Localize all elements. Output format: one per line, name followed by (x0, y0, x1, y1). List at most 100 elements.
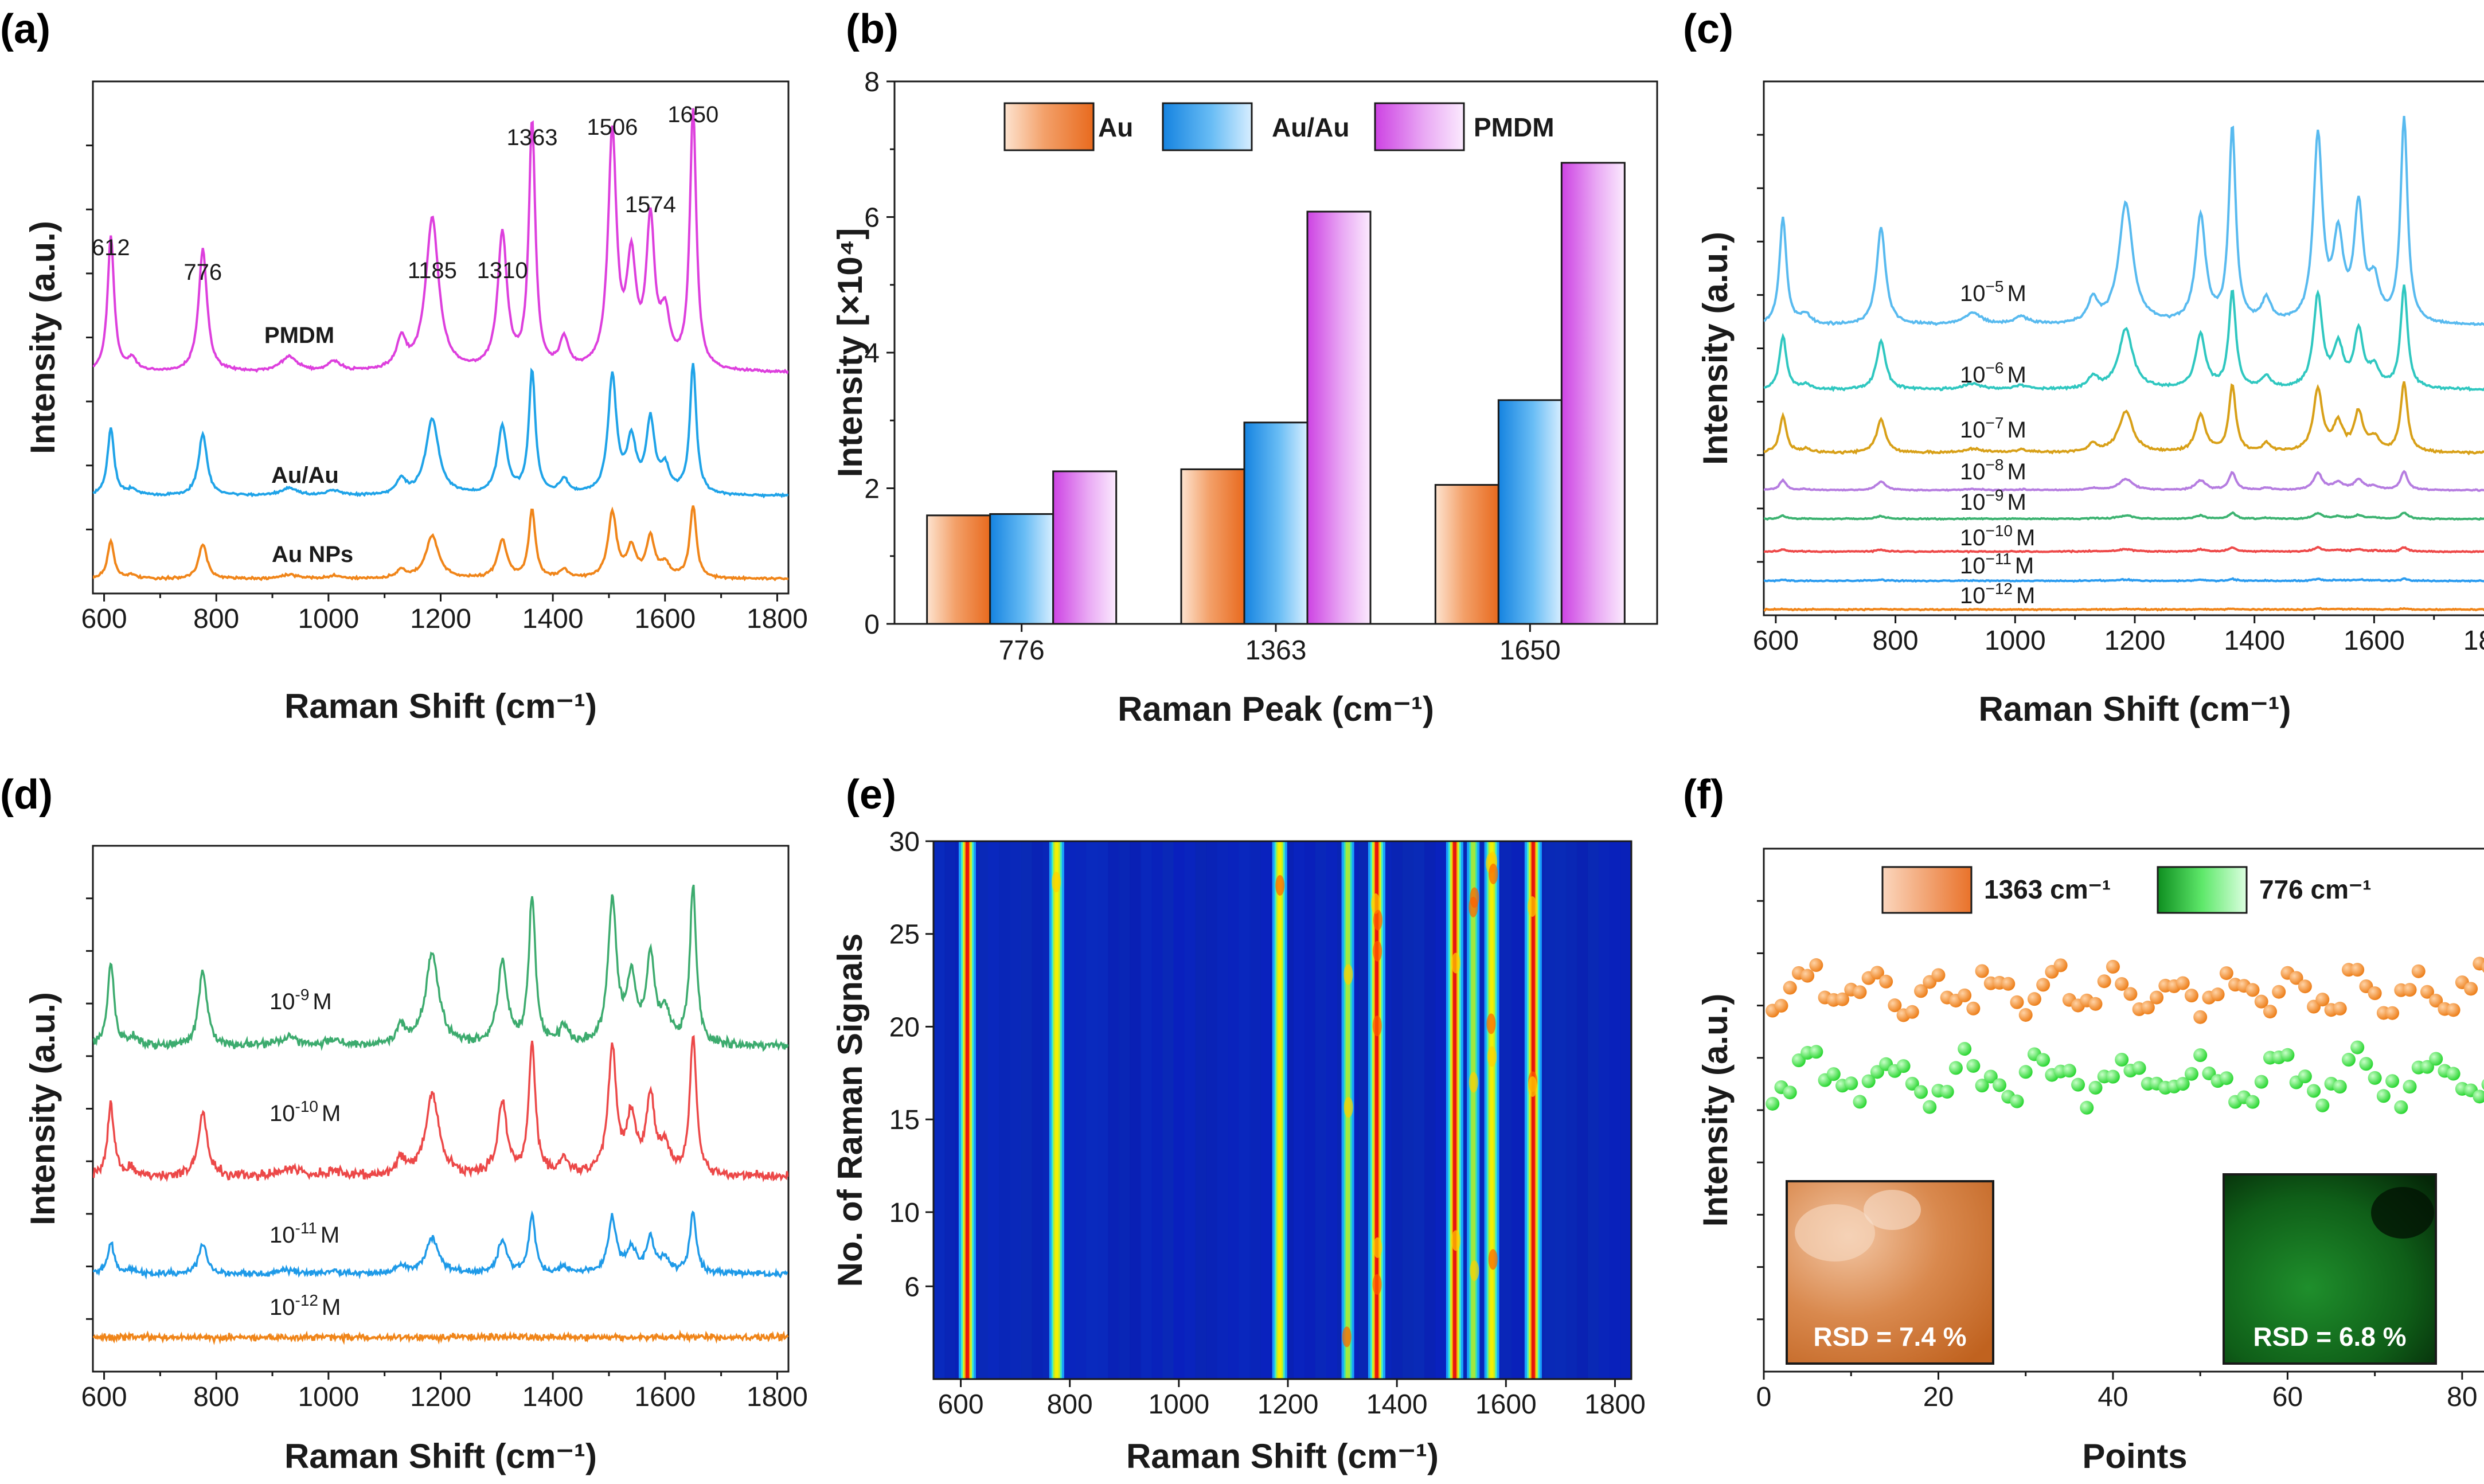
scatter-point-776 (1766, 1096, 1780, 1111)
panel-a: (a) PMDM Au/Au Au NPs 612 776 1185 1310 1363 1506… (0, 6, 808, 725)
bar-pmdm-1650 (1560, 162, 1626, 625)
y-axis-title: Intensity [×10⁴] (831, 228, 869, 478)
heatmap-column (1435, 841, 1447, 1379)
spectrum-line-1e-12 (1764, 607, 2484, 612)
x-tick-label: 1200 (410, 604, 471, 634)
x-tick-label: 1200 (1257, 1389, 1319, 1420)
x-category-label-776: 776 (999, 635, 1045, 666)
scatter-point-1363 (2210, 987, 2225, 1002)
scatter-point-776 (1948, 1061, 1963, 1075)
legend-swatch-1363 (1881, 866, 1973, 914)
heatmap-column (1544, 841, 1556, 1379)
peak-label-612: 612 (92, 235, 130, 260)
y-axis-title: Intensity (a.u.) (1696, 994, 1735, 1227)
scatter-point-776 (1975, 1079, 1989, 1093)
heatmap-column (1260, 841, 1272, 1379)
heatmap-hotspot (1373, 909, 1383, 931)
y-tick-label: 25 (889, 920, 920, 950)
x-tick-label: 1600 (2344, 626, 2405, 656)
heatmap-column (1609, 841, 1621, 1379)
scatter-point-1363 (2473, 956, 2484, 971)
x-axis-title-f: Points (2082, 1437, 2187, 1475)
heatmap-column (1206, 841, 1218, 1379)
conc-label-1e-10: 10−10 M (1960, 522, 2035, 550)
series-label-0: PMDM (264, 323, 334, 348)
heatmap-hotspot (1371, 893, 1381, 915)
scatter-point-1363 (2027, 992, 2041, 1006)
scatter-point-1363 (2446, 1003, 2460, 1017)
scatter-point-776 (1783, 1085, 1797, 1100)
heatmap-column (1424, 841, 1436, 1379)
spectrum-line-1e-6 (1764, 284, 2484, 392)
panel-b: (b) 776 1363 1650 0 2 4 6 8 Au Au/Au PMDM Raman Peak… (831, 6, 1658, 728)
heatmap-column (1402, 841, 1414, 1379)
heatmap-column (1500, 841, 1512, 1379)
scatter-point-1363 (2176, 976, 2190, 990)
scatter-point-1363 (1800, 968, 1815, 983)
scatter-point-776 (2446, 1067, 2460, 1081)
scatter-point-776 (2298, 1069, 2312, 1084)
x-tick-label: 1000 (1985, 626, 2046, 656)
conc-label-1e-12: 10-12 M (270, 1291, 341, 1320)
heatmap-hotspot (1451, 952, 1460, 974)
scatter-point-1363 (1958, 988, 1972, 1002)
scatter-point-776 (2010, 1094, 2024, 1108)
bar-pmdm-776 (1052, 470, 1118, 625)
heatmap-hotspot (1487, 1046, 1497, 1067)
scatter-point-1363 (2115, 977, 2129, 991)
heatmap-column (1598, 841, 1610, 1379)
scatter-point-1363 (1774, 998, 1788, 1013)
panel-e: (e) 600 800 1000 1200 1400 1600 1800 6 10 15 20 25 30… (831, 772, 1646, 1475)
spectrum-line-1e-8 (1764, 470, 2484, 492)
y-tick-label: 6 (864, 203, 880, 233)
heatmap-column (1064, 841, 1076, 1379)
peak-label-776: 776 (183, 260, 222, 285)
heatmap-column (1304, 841, 1316, 1379)
conc-label-1e-10: 10-10 M (270, 1098, 341, 1126)
y-axis-title: No. of Raman Signals (831, 934, 869, 1287)
panel-label-e: (e) (846, 772, 896, 818)
spectrum-line-aunps (93, 505, 788, 581)
heatmap-column (1555, 841, 1567, 1379)
x-tick-label: 800 (193, 1382, 239, 1412)
heatmap-column (1162, 841, 1174, 1379)
spectrum-line-1e-7 (1764, 381, 2484, 456)
scatter-point-776 (2473, 1089, 2484, 1104)
scatter-point-776 (1905, 1076, 1919, 1091)
scatter-point-776 (2420, 1060, 2434, 1074)
scatter-point-776 (2080, 1100, 2094, 1115)
x-axis-title-a: Raman Shift (cm⁻¹) (284, 687, 597, 725)
scatter-point-776 (2176, 1077, 2190, 1091)
scatter-point-1363 (2464, 982, 2478, 996)
scatter-point-776 (2376, 1089, 2391, 1103)
y-axis-title: Intensity (a.u.) (24, 992, 62, 1225)
y-tick-label: 10 (889, 1198, 920, 1228)
x-axis-title-c: Raman Shift (cm⁻¹) (1978, 690, 2291, 728)
panel-label-d: (d) (0, 772, 53, 818)
bar-auau-1363 (1243, 421, 1309, 625)
heatmap-column (1217, 841, 1229, 1379)
scatter-point-1363 (2184, 989, 2198, 1003)
scatter-point-776 (1983, 1069, 1998, 1084)
scatter-point-776 (2368, 1071, 2382, 1085)
scatter-point-776 (2307, 1084, 2321, 1098)
scatter-point-1363 (2150, 990, 2164, 1005)
x-tick-label: 60 (2272, 1382, 2303, 1412)
panel-label-c: (c) (1683, 6, 1733, 52)
y-tick-label: 2 (864, 474, 880, 505)
heatmap-column (1032, 841, 1044, 1379)
heatmap-column (944, 841, 956, 1379)
scatter-point-776 (2394, 1100, 2408, 1114)
scatter-point-776 (2036, 1053, 2051, 1067)
plot-frame-c (1763, 80, 2484, 616)
heatmap-hotspot (1486, 1013, 1496, 1034)
scatter-point-1363 (2385, 1006, 2400, 1020)
heatmap-band-1185 (1278, 841, 1282, 1379)
scatter-point-1363 (1809, 958, 1823, 973)
scatter-point-776 (1966, 1059, 1981, 1073)
heatmap-hotspot (1343, 1097, 1353, 1118)
panel-c: (c) 10−5 M 10−6 M 10−7 M 10−8 M10−9 M 10−10 M10−11 M… (1683, 6, 2484, 728)
heatmap-hotspot (1470, 1260, 1479, 1281)
heatmap-column (1358, 841, 1370, 1379)
